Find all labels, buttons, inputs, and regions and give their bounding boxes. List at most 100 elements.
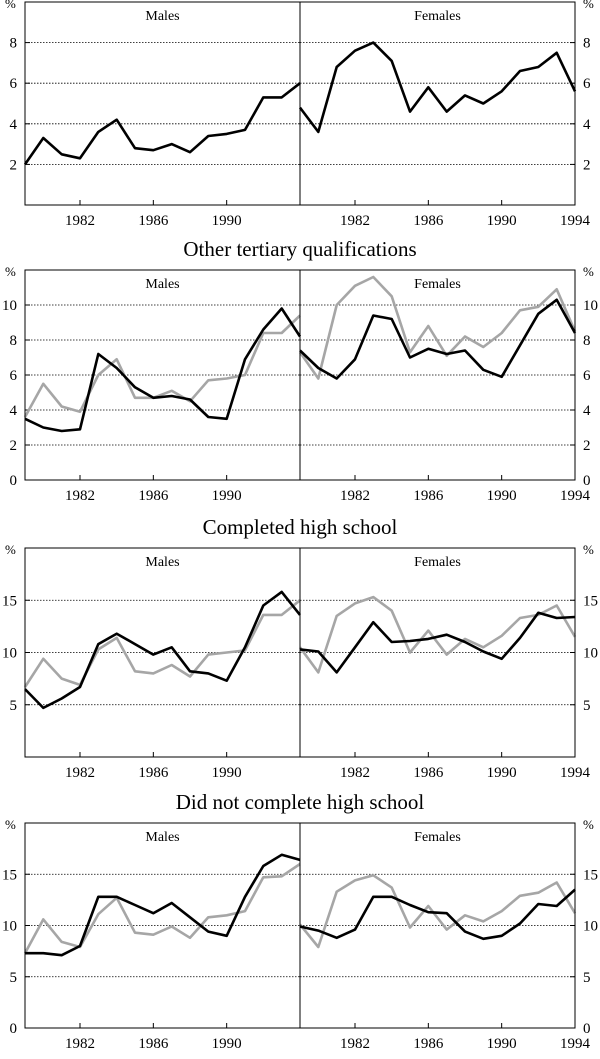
panel-frame xyxy=(299,269,576,481)
series-line xyxy=(299,298,577,380)
y-tick-label: 8 xyxy=(10,36,18,52)
y-tick-label: 4 xyxy=(583,403,591,419)
y-tick-label: 15 xyxy=(2,867,17,883)
x-tick-label: 1986 xyxy=(138,1036,169,1052)
panel-frame xyxy=(299,547,576,758)
x-tick-label: 1986 xyxy=(413,488,444,504)
x-tick-label: 1982 xyxy=(65,1036,95,1052)
x-tick-label: 1994 xyxy=(560,765,591,781)
x-tick-label: 1990 xyxy=(487,488,517,504)
x-tick-label: 1982 xyxy=(65,765,95,781)
x-tick-label: 1990 xyxy=(212,488,242,504)
y-tick-label: 10 xyxy=(2,298,17,314)
panel-title: Males xyxy=(145,277,179,292)
y-tick-label: 10 xyxy=(583,298,598,314)
y-tick-label: 8 xyxy=(583,333,591,349)
panel-title: Females xyxy=(414,830,461,845)
series-line xyxy=(24,590,302,710)
y-tick-label: 2 xyxy=(10,157,18,173)
y-tick-label: 6 xyxy=(10,76,18,92)
series-line xyxy=(299,611,576,674)
y-tick-label: 4 xyxy=(10,403,18,419)
panel-title: Males xyxy=(145,9,179,24)
x-tick-label: 1986 xyxy=(138,488,169,504)
y-tick-label: 6 xyxy=(583,76,591,92)
x-tick-label: 1990 xyxy=(487,765,517,781)
x-tick-label: 1994 xyxy=(560,213,591,229)
y-unit: % xyxy=(583,817,594,832)
x-tick-label: 1982 xyxy=(340,213,370,229)
y-tick-label: 10 xyxy=(2,646,17,662)
series-line xyxy=(298,874,577,949)
x-tick-label: 1990 xyxy=(487,213,517,229)
y-tick-label: 0 xyxy=(583,1021,591,1037)
y-tick-label: 2 xyxy=(10,438,18,454)
y-tick-label: 5 xyxy=(583,970,591,986)
y-tick-label: 10 xyxy=(583,919,598,935)
series-line xyxy=(298,595,577,674)
y-unit: % xyxy=(5,542,16,557)
series-line xyxy=(299,888,576,941)
x-tick-label: 1986 xyxy=(413,765,444,781)
y-tick-label: 5 xyxy=(10,970,18,986)
x-tick-label: 1986 xyxy=(413,1036,444,1052)
x-tick-label: 1982 xyxy=(340,488,370,504)
x-tick-label: 1982 xyxy=(65,213,95,229)
panel-title: Females xyxy=(414,9,461,24)
y-tick-label: 4 xyxy=(10,117,18,133)
y-unit: % xyxy=(583,0,594,11)
y-tick-label: 0 xyxy=(10,473,18,489)
series-line xyxy=(25,853,301,957)
panel-frame xyxy=(24,547,301,758)
y-tick-label: 0 xyxy=(10,1021,18,1037)
y-unit: % xyxy=(5,264,16,279)
x-tick-label: 1990 xyxy=(212,1036,242,1052)
series-line xyxy=(23,862,301,954)
x-tick-label: 1986 xyxy=(138,765,169,781)
y-tick-label: 8 xyxy=(583,36,591,52)
y-tick-label: 4 xyxy=(583,117,591,133)
y-tick-label: 6 xyxy=(10,368,18,384)
y-tick-label: 5 xyxy=(583,698,591,714)
x-tick-label: 1994 xyxy=(560,488,591,504)
series-line xyxy=(23,599,301,688)
panel-title: Males xyxy=(145,830,179,845)
x-tick-label: 1990 xyxy=(487,1036,517,1052)
y-tick-label: 2 xyxy=(583,438,591,454)
panel-frame xyxy=(24,822,301,1029)
x-tick-label: 1986 xyxy=(413,213,444,229)
panel-title: Females xyxy=(414,555,461,570)
y-unit: % xyxy=(5,0,16,11)
y-tick-label: 15 xyxy=(583,593,598,609)
y-tick-label: 5 xyxy=(10,698,18,714)
y-tick-label: 2 xyxy=(583,157,591,173)
x-tick-label: 1990 xyxy=(212,765,242,781)
panel-frame xyxy=(24,269,301,481)
y-unit: % xyxy=(5,817,16,832)
x-tick-label: 1990 xyxy=(212,213,242,229)
panel-frame xyxy=(299,822,576,1029)
y-tick-label: 10 xyxy=(2,919,17,935)
y-tick-label: 15 xyxy=(583,867,598,883)
y-unit: % xyxy=(583,542,594,557)
panel-title: Females xyxy=(414,277,461,292)
y-unit: % xyxy=(583,264,594,279)
row-title: Completed high school xyxy=(203,515,398,539)
y-tick-label: 8 xyxy=(10,333,18,349)
row-title: Did not complete high school xyxy=(176,790,425,814)
panel-frame xyxy=(299,1,576,206)
series-line xyxy=(298,41,577,134)
series-line xyxy=(24,307,302,433)
x-tick-label: 1982 xyxy=(340,765,370,781)
x-tick-label: 1986 xyxy=(138,213,169,229)
x-tick-label: 1982 xyxy=(340,1036,370,1052)
y-tick-label: 6 xyxy=(583,368,591,384)
y-tick-label: 15 xyxy=(2,593,17,609)
series-line xyxy=(298,275,577,380)
row-title: Other tertiary qualifications xyxy=(183,237,416,261)
series-line xyxy=(23,82,301,166)
panel-title: Males xyxy=(145,555,179,570)
y-tick-label: 10 xyxy=(583,646,598,662)
series-line xyxy=(23,314,301,418)
